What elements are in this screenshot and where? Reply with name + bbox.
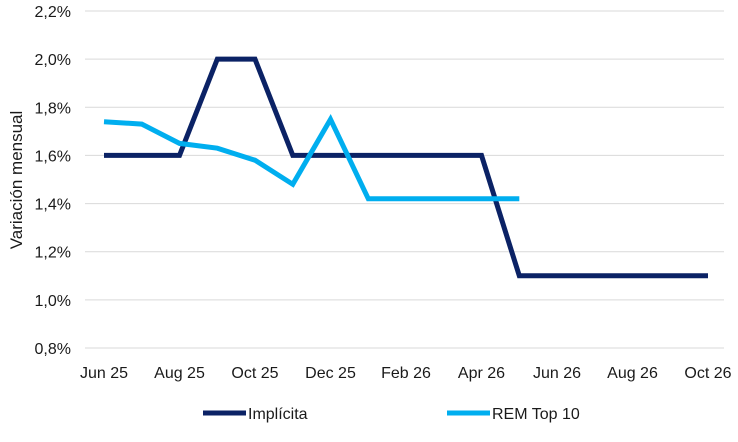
legend: Implícita REM Top 10 bbox=[203, 406, 580, 423]
series-lines bbox=[103, 56, 708, 279]
y-tick-label: 1,6% bbox=[35, 148, 71, 165]
x-tick-label: Oct 26 bbox=[684, 365, 731, 382]
x-tick-label: Aug 26 bbox=[607, 365, 658, 382]
x-axis-ticks: Jun 25 Aug 25 Oct 25 Dec 25 Feb 26 Apr 26 Jun … bbox=[80, 365, 732, 382]
x-tick-label: Apr 26 bbox=[458, 365, 505, 382]
x-tick-label: Feb 26 bbox=[381, 365, 431, 382]
y-tick-label: 1,2% bbox=[35, 245, 71, 262]
x-tick-label: Aug 25 bbox=[154, 365, 205, 382]
y-tick-label: 1,0% bbox=[35, 293, 71, 310]
series-line-implicita bbox=[104, 56, 708, 279]
y-tick-label: 1,4% bbox=[35, 197, 71, 214]
y-tick-label: 0,8% bbox=[35, 341, 71, 358]
series-line-rem-top-10 bbox=[103, 113, 520, 202]
legend-label: Implícita bbox=[248, 406, 308, 423]
gridlines bbox=[85, 10, 724, 349]
y-tick-label: 1,8% bbox=[35, 100, 71, 117]
x-tick-label: Oct 25 bbox=[231, 365, 278, 382]
y-tick-label: 2,0% bbox=[35, 52, 71, 69]
x-tick-label: Jun 26 bbox=[533, 365, 581, 382]
y-axis-ticks: 0,8% 1,0% 1,2% 1,4% 1,6% 1,8% 2,0% 2,2% bbox=[35, 4, 71, 358]
legend-label: REM Top 10 bbox=[492, 406, 580, 423]
x-tick-label: Dec 25 bbox=[305, 365, 356, 382]
y-tick-label: 2,2% bbox=[35, 4, 71, 21]
y-axis-title: Variación mensual bbox=[7, 111, 26, 250]
x-tick-label: Jun 25 bbox=[80, 365, 128, 382]
